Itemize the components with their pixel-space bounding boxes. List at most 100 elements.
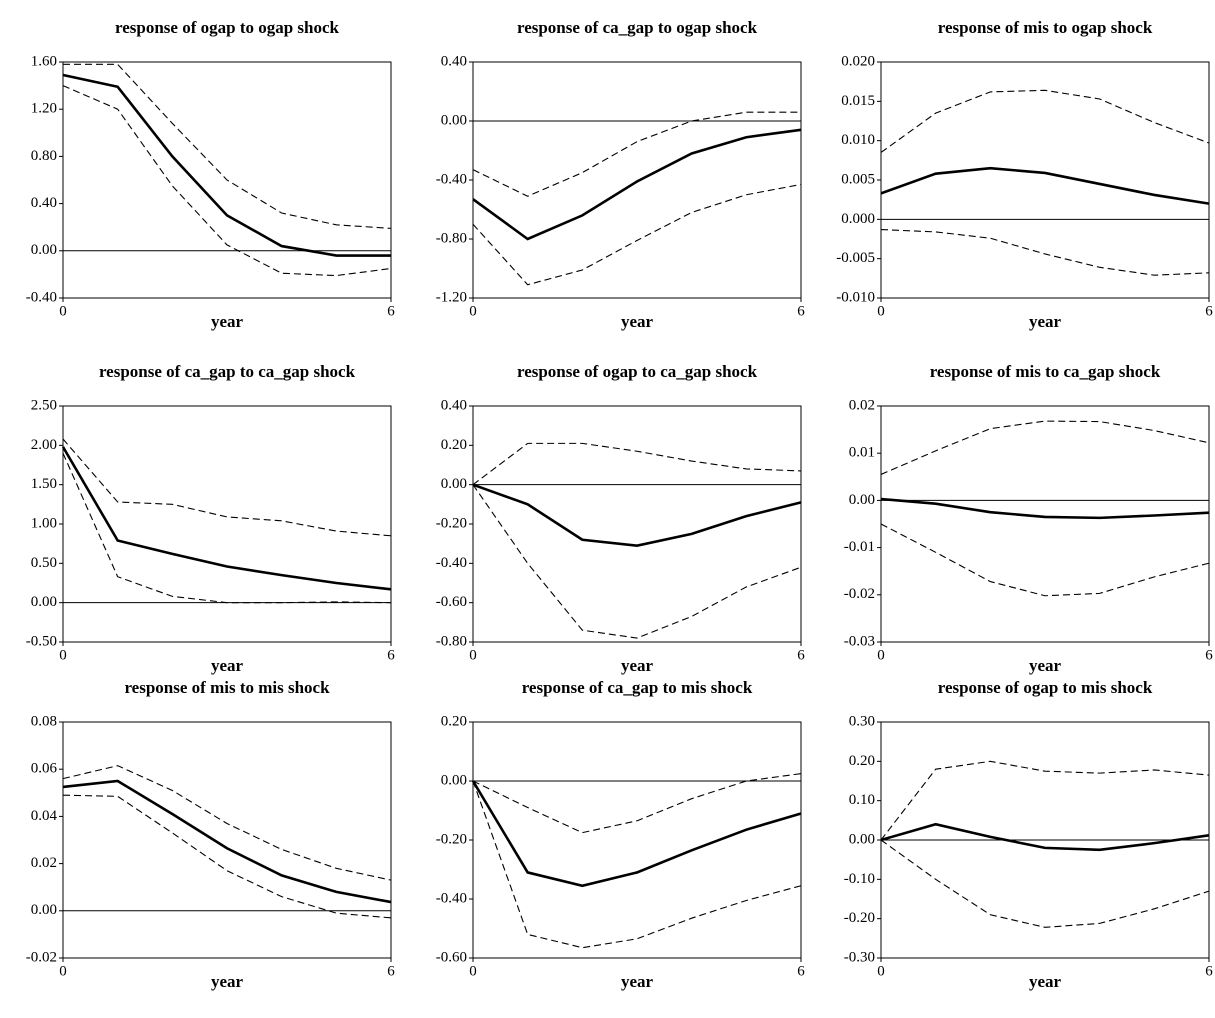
x-tick-label: 0 [469,963,477,979]
y-tick-label: 0.40 [441,53,467,69]
plot-frame [472,721,802,959]
y-tick-label: -0.03 [844,633,875,649]
confidence-band-line [63,63,392,229]
confidence-band-line [880,420,1210,475]
y-tick-label: 0.00 [849,831,875,847]
y-tick-label: 0.20 [441,713,467,729]
x-tick-label: 6 [797,647,805,663]
chart-title: response of ca_gap to mis shock [522,678,753,697]
y-tick-label: -0.010 [836,289,875,305]
response-line [62,73,391,257]
x-axis-label: year [211,972,244,991]
x-axis-label: year [621,972,654,991]
y-tick-label: 0.02 [849,397,875,413]
y-tick-label: 2.00 [31,437,57,453]
y-tick-label: 0.40 [441,397,467,413]
chart-title: response of ca_gap to ca_gap shock [99,362,356,381]
y-tick-label: -0.40 [26,289,57,305]
x-tick-label: 6 [1205,963,1213,979]
y-tick-label: 1.00 [31,515,57,531]
x-tick-label: 0 [469,647,477,663]
y-tick-label: 0.20 [441,437,467,453]
y-tick-label: 0.015 [841,93,875,109]
y-tick-label: -0.40 [436,171,467,187]
confidence-band-line [62,85,392,277]
confidence-band-line [880,229,1210,276]
y-tick-label: -0.20 [844,910,875,926]
x-axis-label: year [1029,656,1062,675]
response-line [472,483,802,547]
x-tick-label: 6 [797,303,805,319]
y-tick-label: 0.000 [841,211,875,227]
x-axis-label: year [211,656,244,675]
y-tick-label: 0.00 [441,476,467,492]
confidence-band-line [880,89,1210,153]
plot-frame [472,61,802,299]
confidence-band-line [472,484,802,639]
response-line [880,822,1210,852]
chart-title: response of ogap to mis shock [938,678,1153,697]
y-tick-label: 0.80 [31,148,57,164]
confidence-band-line [62,452,392,604]
confidence-band-line [472,780,802,949]
y-tick-label: -0.02 [844,586,875,602]
y-tick-label: -0.40 [436,890,467,906]
y-tick-label: 0.04 [31,808,58,824]
y-tick-label: 0.01 [849,445,875,461]
chart-title: response of ca_gap to ogap shock [517,18,758,37]
x-tick-label: 6 [387,647,395,663]
y-tick-label: -0.50 [26,633,57,649]
confidence-band-line [472,442,802,486]
plot-frame [880,405,1210,643]
confidence-band-line [880,523,1210,597]
y-tick-label: 0.020 [841,53,875,69]
confidence-band-line [62,438,392,537]
y-tick-label: 0.40 [31,195,57,211]
x-tick-label: 6 [797,963,805,979]
plot-frame [62,721,392,959]
x-tick-label: 0 [877,647,885,663]
y-tick-label: 0.08 [31,713,57,729]
response-line [880,166,1210,205]
y-tick-label: -0.10 [844,871,875,887]
chart-title: response of ogap to ca_gap shock [517,362,758,381]
y-tick-label: -0.20 [436,831,467,847]
y-tick-label: -0.005 [836,250,875,266]
x-tick-label: 6 [1205,303,1213,319]
x-axis-label: year [211,312,244,331]
chart-title: response of mis to ca_gap shock [930,362,1161,381]
y-tick-label: -0.80 [436,633,467,649]
x-tick-label: 0 [59,303,67,319]
x-tick-label: 0 [59,963,67,979]
y-tick-label: -0.60 [436,594,467,610]
y-tick-label: -0.80 [436,230,467,246]
x-tick-label: 0 [877,963,885,979]
y-tick-label: 0.010 [841,132,875,148]
x-axis-label: year [1029,972,1062,991]
response-line [472,128,802,241]
response-line [471,780,802,888]
y-tick-label: -1.20 [436,289,467,305]
confidence-band-line [62,794,392,919]
x-tick-label: 0 [469,303,477,319]
confidence-band-line [472,183,802,286]
x-tick-label: 6 [387,303,395,319]
y-tick-label: -0.20 [436,515,467,531]
y-tick-label: 0.00 [441,112,467,128]
y-tick-label: 0.00 [441,772,467,788]
response-line [880,497,1210,520]
y-tick-label: -0.01 [844,539,875,555]
plot-frame [880,61,1210,299]
x-axis-label: year [621,312,654,331]
y-tick-label: 0.02 [31,855,57,871]
y-tick-label: 0.005 [841,171,875,187]
confidence-band-line [880,760,1210,841]
x-tick-label: 6 [387,963,395,979]
chart-title: response of mis to mis shock [124,678,330,697]
y-tick-label: 0.10 [849,792,875,808]
y-tick-label: 0.50 [31,555,57,571]
response-line [61,446,392,591]
chart-title: response of mis to ogap shock [938,18,1153,37]
